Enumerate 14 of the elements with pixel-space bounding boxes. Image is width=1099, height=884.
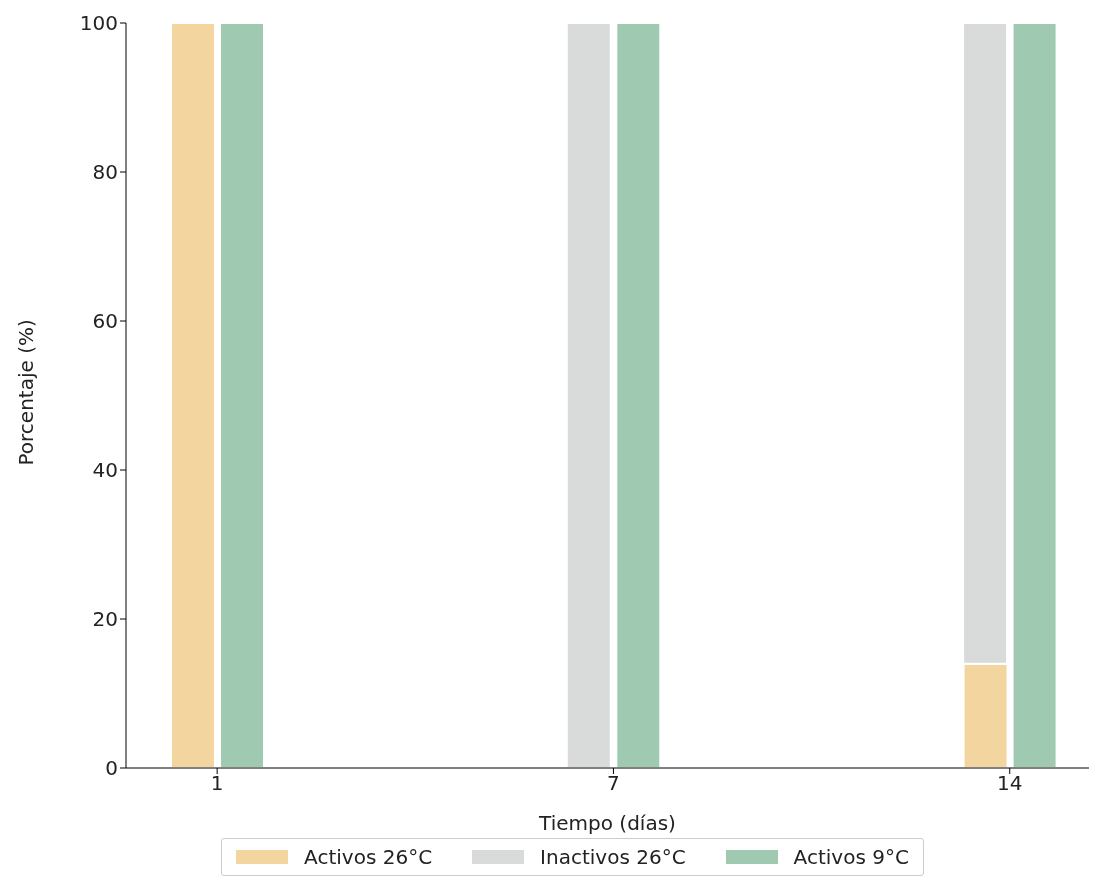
y-tick-label: 100 — [79, 11, 118, 36]
x-tick-label: 1 — [210, 771, 224, 796]
y-tick-label: 0 — [105, 756, 118, 781]
legend-label: Inactivos 26°C — [540, 845, 686, 869]
legend-label: Activos 26°C — [304, 845, 433, 869]
y-axis-title: Porcentaje (%) — [14, 319, 39, 466]
y-tick-label: 60 — [92, 309, 118, 334]
x-tick-label: 7 — [607, 771, 620, 796]
y-tick-label: 40 — [92, 458, 118, 483]
legend-label: Activos 9°C — [793, 845, 909, 869]
y-tick-label: 80 — [92, 160, 118, 185]
x-axis-title: Tiempo (días) — [538, 811, 676, 835]
x-tick-label: 14 — [997, 771, 1023, 796]
y-tick-label: 20 — [92, 607, 118, 632]
